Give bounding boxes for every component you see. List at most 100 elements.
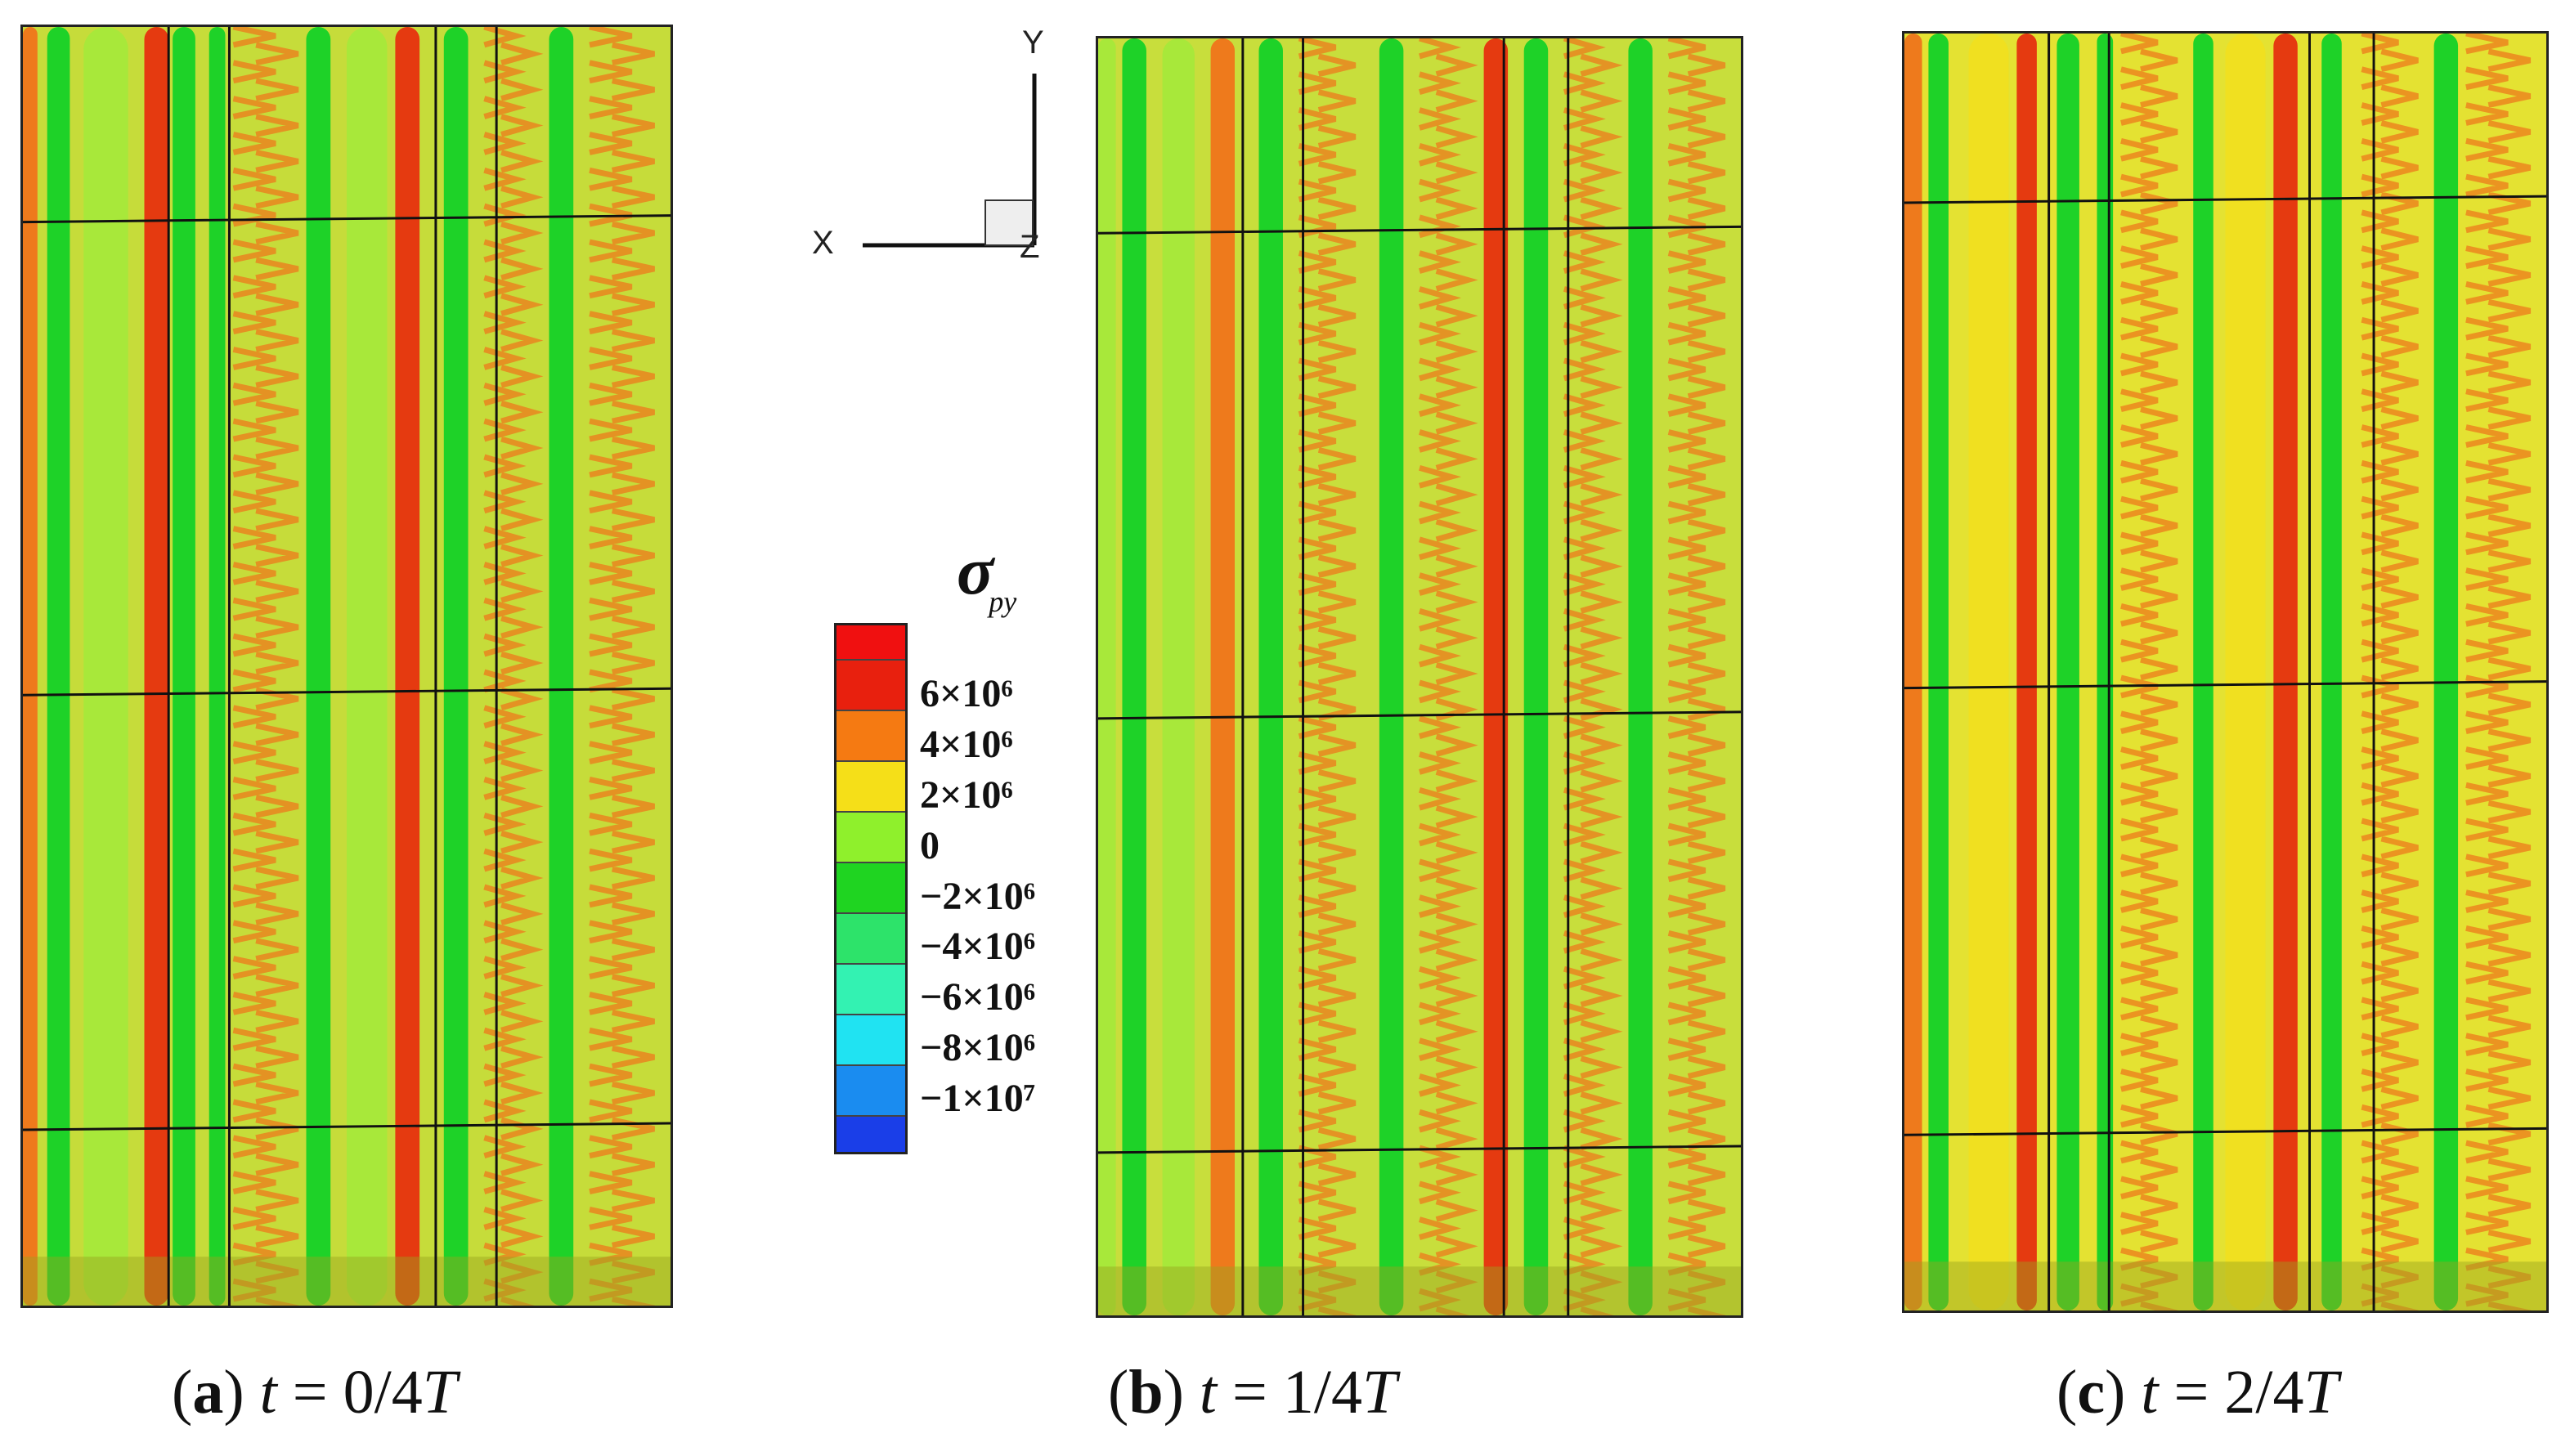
caption-period: T	[422, 1358, 458, 1427]
axis-triad-icon	[863, 74, 1037, 248]
contour-stripe	[1483, 38, 1509, 1315]
mesh-line-horizontal	[1904, 680, 2546, 690]
caption-letter: c	[2077, 1358, 2106, 1427]
contour-stripe	[1379, 38, 1404, 1315]
caption-letter: b	[1128, 1358, 1164, 1427]
colorbar-label: 6×10⁶	[920, 671, 1013, 715]
contour-wave	[232, 27, 299, 1306]
contour-panel-b	[1096, 36, 1743, 1318]
contour-stripe	[1628, 38, 1653, 1315]
caption-time-var: t	[259, 1358, 277, 1427]
contour-stripe	[2225, 34, 2266, 1310]
colorbar-swatch	[836, 913, 905, 965]
contour-plot-b	[1098, 38, 1741, 1315]
mesh-line-horizontal	[23, 214, 671, 224]
contour-wave	[1667, 38, 1726, 1315]
axis-z-label: Z	[1020, 229, 1040, 265]
contour-plot-a	[23, 27, 671, 1306]
contour-wave	[589, 27, 655, 1306]
contour-stripe	[1162, 38, 1195, 1315]
colorbar-swatch	[836, 1015, 905, 1066]
caption-period: T	[2303, 1358, 2339, 1427]
contour-stripe	[2321, 34, 2342, 1310]
caption-b: (b) t = 1/4T	[1108, 1358, 1397, 1427]
colorbar-swatch	[836, 661, 905, 712]
contour-stripe	[1210, 38, 1236, 1315]
legend-title: σpy	[957, 531, 1021, 618]
colorbar-swatch-top	[836, 625, 905, 661]
contour-stripe	[443, 27, 469, 1306]
contour-wave	[2465, 34, 2532, 1310]
contour-stripe	[2097, 34, 2114, 1310]
caption-time-value: 2/4	[2224, 1358, 2304, 1427]
colorbar-label: 0	[920, 823, 940, 867]
contour-stripe	[2433, 34, 2459, 1310]
contour-stripe	[47, 27, 70, 1306]
colorbar	[834, 623, 908, 1154]
contour-stripe	[173, 27, 195, 1306]
contour-stripe	[144, 27, 169, 1306]
contour-stripe	[347, 27, 388, 1306]
colorbar-label: −4×10⁶	[920, 925, 1036, 969]
contour-wave	[483, 27, 544, 1306]
legend-subscript: py	[989, 585, 1017, 618]
contour-stripe	[1904, 34, 1922, 1310]
contour-shade-bottom	[23, 1257, 671, 1306]
axis-x-label: X	[812, 225, 834, 261]
colorbar-swatch	[836, 863, 905, 914]
contour-stripe	[306, 27, 331, 1306]
mesh-line-horizontal	[23, 1122, 671, 1131]
contour-wave	[1563, 38, 1623, 1315]
colorbar-swatch-bottom	[836, 1116, 905, 1152]
axis-triad: Y X Z	[805, 25, 1067, 286]
mesh-line-horizontal	[1098, 1145, 1741, 1154]
contour-stripe	[83, 27, 128, 1306]
caption-time-value: 1/4	[1282, 1358, 1363, 1427]
colorbar-swatch	[836, 964, 905, 1015]
contour-stripe	[1098, 38, 1116, 1315]
contour-stripe	[209, 27, 226, 1306]
contour-stripe	[23, 27, 38, 1306]
contour-wave	[1419, 38, 1478, 1315]
caption-a: (a) t = 0/4T	[172, 1358, 458, 1427]
colorbar-label: −6×10⁶	[920, 975, 1036, 1019]
mesh-line-horizontal	[23, 687, 671, 697]
contour-wave	[2361, 34, 2419, 1310]
colorbar-label: 4×10⁶	[920, 722, 1013, 766]
caption-time-var: t	[1199, 1358, 1218, 1427]
contour-stripe	[395, 27, 420, 1306]
caption-time-var: t	[2141, 1358, 2159, 1427]
contour-stripe	[2056, 34, 2079, 1310]
colorbar-swatch	[836, 1065, 905, 1117]
contour-stripe	[1968, 34, 2009, 1310]
contour-panel-a	[20, 25, 673, 1308]
mesh-line-horizontal	[1904, 1127, 2546, 1136]
contour-stripe	[2016, 34, 2037, 1310]
contour-stripe	[1258, 38, 1283, 1315]
contour-stripe	[2193, 34, 2213, 1310]
legend-symbol: σ	[957, 533, 994, 609]
contour-wave	[2120, 34, 2178, 1310]
contour-stripe	[1928, 34, 1949, 1310]
caption-period: T	[1362, 1358, 1397, 1427]
contour-panel-c	[1902, 31, 2549, 1313]
mesh-line-horizontal	[1098, 710, 1741, 720]
colorbar-legend: σpy 6×10⁶ 4×10⁶ 2×10⁶ 0 −2×10⁶ −4×10⁶ −6×10⁶ −8…	[830, 531, 1100, 1169]
contour-stripe	[2273, 34, 2298, 1310]
colorbar-swatch	[836, 711, 905, 763]
contour-wave	[1298, 38, 1357, 1315]
contour-plot-c	[1904, 34, 2546, 1310]
contour-stripe	[1122, 38, 1146, 1315]
axis-y-label: Y	[1022, 25, 1044, 60]
colorbar-label: −1×10⁷	[920, 1077, 1036, 1121]
caption-time-value: 0/4	[343, 1358, 423, 1427]
colorbar-label: 2×10⁶	[920, 773, 1013, 817]
caption-c: (c) t = 2/4T	[2056, 1358, 2339, 1427]
contour-stripe	[1523, 38, 1549, 1315]
colorbar-swatch	[836, 813, 905, 864]
colorbar-label: −8×10⁶	[920, 1026, 1036, 1070]
caption-letter: a	[192, 1358, 224, 1427]
mesh-line-horizontal	[1904, 195, 2546, 204]
mesh-line-horizontal	[1098, 225, 1741, 235]
